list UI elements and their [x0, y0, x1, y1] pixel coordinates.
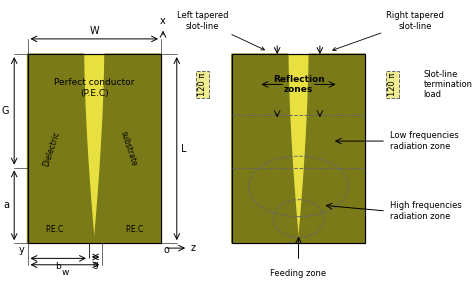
Bar — [27, 54, 161, 243]
Text: L: L — [181, 144, 186, 154]
Text: High frequencies
radiation zone: High frequencies radiation zone — [390, 201, 462, 221]
Text: W: W — [90, 26, 99, 36]
Bar — [27, 54, 161, 243]
Bar — [232, 54, 365, 243]
Text: y: y — [18, 245, 24, 255]
Text: Left tapered
slot-line: Left tapered slot-line — [177, 11, 264, 50]
Text: Right tapered
slot-line: Right tapered slot-line — [333, 11, 444, 50]
Text: a: a — [3, 200, 9, 210]
Text: z: z — [190, 243, 195, 253]
Bar — [232, 54, 365, 243]
Text: Slot-line
termination
load: Slot-line termination load — [424, 69, 473, 99]
Text: Dielectric: Dielectric — [42, 130, 62, 168]
Text: b: b — [55, 262, 61, 271]
Polygon shape — [299, 54, 365, 243]
Text: 120 π: 120 π — [198, 73, 207, 96]
Text: w: w — [61, 268, 69, 277]
Polygon shape — [94, 54, 161, 243]
Text: P.E.C: P.E.C — [45, 225, 64, 234]
Text: Feeding zone: Feeding zone — [271, 270, 327, 279]
Text: g: g — [93, 260, 99, 269]
Text: G: G — [2, 106, 9, 116]
Text: P.E.C: P.E.C — [125, 225, 144, 234]
Text: Low frequencies
radiation zone: Low frequencies radiation zone — [390, 131, 459, 151]
Text: o: o — [163, 245, 169, 255]
Text: 120 π: 120 π — [388, 73, 397, 96]
Text: Perfect conductor
(P.E.C): Perfect conductor (P.E.C) — [54, 78, 135, 98]
Polygon shape — [232, 54, 299, 243]
Text: Reflection
zones: Reflection zones — [273, 75, 324, 94]
Text: substrate: substrate — [119, 130, 139, 168]
Polygon shape — [27, 54, 94, 243]
Text: x: x — [160, 16, 166, 27]
